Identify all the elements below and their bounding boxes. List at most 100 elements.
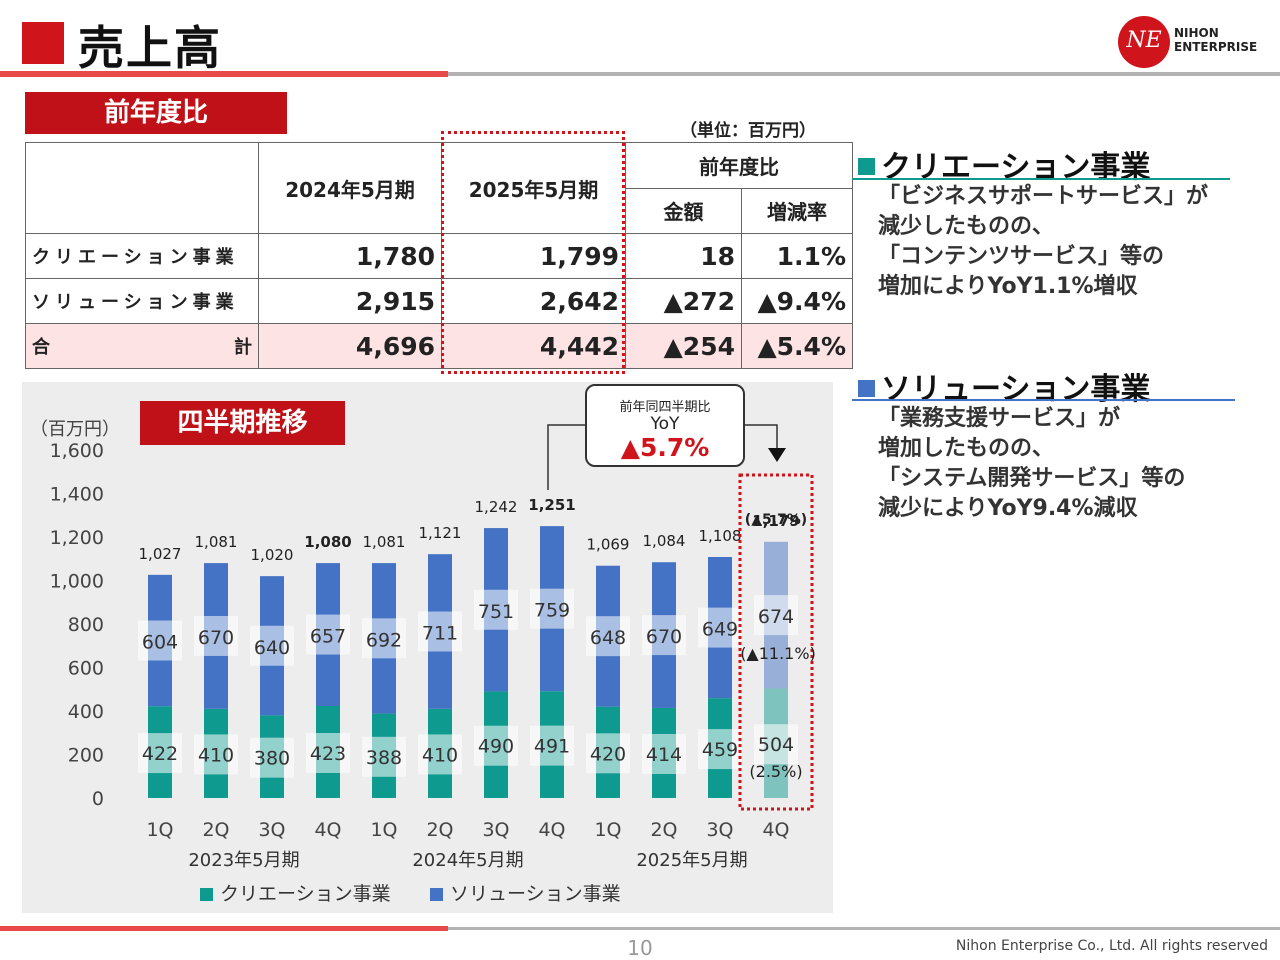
cell-rate: ▲9.4% [741,278,853,324]
x-tick-label: 4Q [538,819,565,841]
row-label: ソリューション事業 [25,278,259,324]
data-label-total: 1,069 [587,536,630,554]
footer-rule-gray [448,927,1280,930]
data-label-solution: 759 [534,600,570,622]
y-tick-label: 1,200 [50,527,104,549]
label-backdrop [698,729,742,770]
data-label-total: 1,242 [475,498,518,516]
data-label-solution: 648 [590,627,626,649]
note-creation-line: 「コンテンツサービス」等の [878,244,1165,269]
data-label-solution: 670 [198,627,234,649]
data-label-total: 1,081 [195,533,238,551]
label-backdrop [586,616,630,657]
logo-text-line1: NIHON [1174,26,1219,40]
note-solution-line: 「業務支援サービス」が [878,406,1121,431]
header-rule-gray [448,72,1280,76]
x-tick-label: 1Q [146,819,173,841]
legend-swatch [200,888,213,901]
callout-value: ▲5.7% [620,433,710,462]
x-tick-label: 2Q [426,819,453,841]
logo-text-line2: ENTERPRISE [1174,40,1258,54]
note-creation-line: 減少したものの、 [878,214,1055,239]
note-creation-rule [852,178,1230,180]
label-backdrop [530,725,574,766]
y-tick-label: 0 [92,788,104,810]
square-blue-icon [858,380,875,397]
label-backdrop [754,724,798,765]
data-label-solution: 751 [478,601,514,623]
col-header-rate: 増減率 [741,187,853,234]
table-row: クリエーション事業 1,780 1,799 18 1.1% [25,233,853,279]
data-label-creation: 490 [478,736,514,758]
label-backdrop [250,625,294,666]
label-backdrop [362,618,406,659]
cell-rate: 1.1% [741,233,853,279]
data-label-total: 1,020 [251,546,294,564]
data-label-creation: 388 [366,747,402,769]
label-backdrop [362,736,406,777]
row-label: クリエーション事業 [25,233,259,279]
data-label-creation: 380 [254,748,290,770]
period-label: 2024年5月期 [412,850,523,871]
row-label-total: 合計 [25,323,259,369]
label-backdrop [418,611,462,652]
data-label-solution: 604 [142,632,178,654]
note-solution-title: ソリューション事業 [858,364,1150,408]
unit-label: （単位：百万円） [680,121,816,141]
data-label-solution: 692 [366,629,402,651]
note-creation-line: 増加によりYoY1.1%増収 [878,274,1138,299]
callout-line1: 前年同四半期比 [619,400,711,415]
label-backdrop [474,589,518,630]
note-solution-line: 増加したものの、 [878,436,1055,461]
label-backdrop [698,607,742,648]
data-label-creation: 423 [310,743,346,765]
cell-amount: ▲272 [625,278,742,324]
label-backdrop [418,734,462,775]
y-tick-label: 400 [68,701,104,723]
page-number: 10 [627,936,653,960]
cell-rate: ▲5.4% [741,323,853,369]
cell-fy2025: 4,442 [441,323,626,369]
note-solution-line: 「システム開発サービス」等の [878,466,1186,491]
legend-swatch [430,888,443,901]
down-arrow-icon [768,448,786,462]
label-backdrop [138,620,182,661]
data-label-total: 1,080 [304,533,351,551]
data-label-solution: 670 [646,626,682,648]
data-label-creation: 422 [142,743,178,765]
total-label-right: 計 [234,337,252,358]
label-backdrop [306,614,350,655]
data-label-creation: 491 [534,736,570,758]
cell-fy2025: 2,642 [441,278,626,324]
label-backdrop [530,588,574,629]
data-label-solution: 649 [702,619,738,641]
square-teal-icon [858,158,875,175]
label-backdrop [194,734,238,775]
data-label-total: 1,081 [363,533,406,551]
annotation-creation-yoy: (2.5%) [749,762,802,781]
footer-rule-red [0,926,448,931]
data-label-creation: 414 [646,744,682,766]
data-label-creation: 459 [702,739,738,761]
data-label-solution: 657 [310,626,346,648]
col-header-yoy: 前年度比 [625,142,853,189]
label-backdrop [250,737,294,778]
x-tick-label: 4Q [314,819,341,841]
note-creation-line: 「ビジネスサポートサービス」が [878,184,1209,209]
data-label-creation: 420 [590,743,626,765]
label-backdrop [194,615,238,656]
note-solution-title-text: ソリューション事業 [881,372,1151,407]
company-logo-icon: NE [1118,16,1170,68]
total-label-left: 合 [32,337,50,358]
yoy-callout: 前年同四半期比 YoY ▲5.7% [585,384,745,467]
y-tick-label: 600 [68,658,104,680]
header-rule-red [0,71,448,77]
label-backdrop [586,733,630,774]
label-backdrop [642,733,686,774]
cell-fy2024: 4,696 [258,323,442,369]
fy2025-highlight-frame [441,131,625,374]
annotation-total-yoy: (▲5.7%) [745,512,807,528]
cell-fy2024: 1,780 [258,233,442,279]
copyright: Nihon Enterprise Co., Ltd. All rights re… [955,938,1268,954]
note-solution-rule [852,399,1235,401]
